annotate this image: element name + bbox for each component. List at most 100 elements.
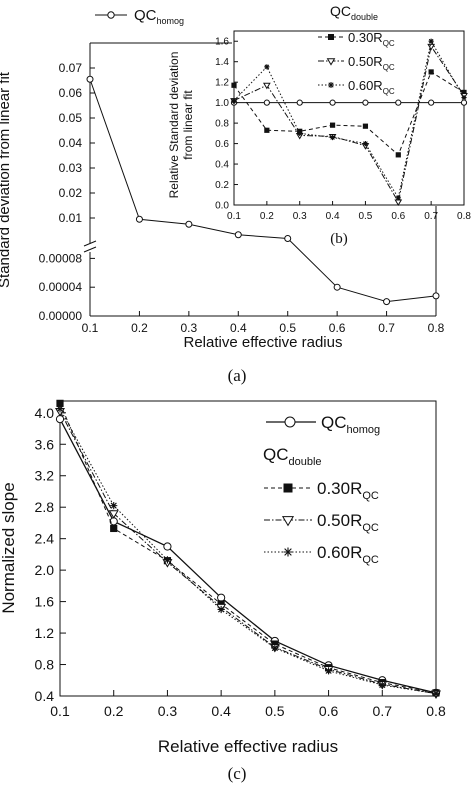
panel-a-legend: QChomog [95,7,184,26]
asterisk-shape [378,681,386,689]
y-tick-label: 3.2 [35,468,55,484]
legend-item: 0.50RQC [318,54,395,72]
data-point [461,89,467,96]
data-point [264,127,270,133]
y-tick-label: 0.06 [59,86,83,100]
data-point [395,195,401,201]
x-tick-label: 0.7 [424,211,438,222]
asterisk-shape [283,547,293,557]
series-line [89,79,437,303]
x-tick-label: 0.5 [265,703,285,719]
legend-item: 0.30RQC [318,30,395,48]
x-tick-label: 0.5 [358,211,372,222]
circle-shape [163,542,172,551]
circle-shape [432,292,440,300]
legend-item: 0.60RQC [264,543,379,566]
legend-label: 0.30RQC [317,479,379,502]
y-tick-label: 0.8 [35,657,55,673]
panel-a-x-label: Relative effective radius [184,334,343,351]
open-triangle-down-icon [326,58,336,66]
legend-label: 0.50RQC [317,511,379,534]
data-point [428,38,434,44]
data-point [185,220,193,228]
panel-b-frame [233,30,465,206]
y-tick-label: 0.6 [215,139,229,150]
asterisk-shape [56,405,64,413]
asterisk-shape [271,644,279,652]
legend-sub: QC [383,39,395,48]
data-point [324,667,333,675]
y-tick-label: 0.8 [215,119,229,130]
x-tick-label: 0.2 [131,321,148,335]
square-shape [283,483,293,493]
data-point [378,681,386,689]
data-point [432,292,440,300]
legend-sub: QC [383,87,395,96]
data-point [217,593,226,602]
panel-a-y-ticks-lower: 0.00000 0.00004 0.00008 [39,251,95,323]
triangle-shape [427,43,436,51]
panel-a-axis-break [83,240,97,253]
panel-c-series [54,399,442,699]
circle-shape [395,99,402,106]
y-tick-label: 0.0 [215,201,229,212]
y-tick-label: 0.01 [59,211,83,225]
asterisk-icon [283,547,293,557]
circle-shape [185,220,193,228]
legend-item: 0.30RQC [264,479,379,502]
y-tick-label: 0.07 [59,61,83,75]
square-shape [461,89,467,96]
y-tick-label: 0.00000 [39,309,83,323]
data-point [271,644,279,652]
panel-c-legend-homog: QChomog [266,413,380,436]
data-point [56,405,64,413]
x-tick-label: 0.7 [373,703,393,719]
asterisk-shape [297,130,303,136]
y-tick-label: 1.2 [215,78,229,89]
data-point [86,75,94,83]
circle-shape [217,593,226,602]
data-point [163,556,172,564]
y-tick-label: 4.0 [35,405,55,421]
y-tick-label: 1.6 [215,37,229,48]
data-point [296,99,303,106]
panel-a-series [86,75,440,306]
asterisk-shape [329,134,336,141]
data-point [264,64,270,70]
data-point [362,123,369,129]
y-tick-label: 3.6 [35,436,55,452]
asterisk-shape [217,605,225,614]
legend-sub: QC [362,554,379,566]
x-tick-label: 0.3 [181,321,198,335]
asterisk-shape [362,140,369,147]
panel-b-x-ticks: 0.1 0.2 0.3 0.4 0.5 0.6 0.7 0.8 [227,201,471,222]
panel-b-series [230,38,468,207]
panel-a-legend-label: QChomog [134,7,184,26]
y-tick-label: 1.4 [215,57,229,68]
legend-sub: QC [362,522,379,534]
legend-item: 0.60RQC [318,78,395,96]
legend-title: QC [263,445,289,464]
data-point [428,69,434,75]
x-tick-label: 0.1 [227,211,241,222]
x-tick-label: 0.1 [50,703,70,719]
asterisk-shape [428,38,434,44]
y-tick-label: 2.0 [35,562,55,578]
data-point [395,152,401,158]
legend-label: 0.60RQC [348,78,395,96]
x-tick-label: 0.4 [211,703,231,719]
x-tick-label: 0.3 [293,211,307,222]
panel-c-frame [59,400,437,697]
circle-shape [460,99,468,106]
circle-shape [86,75,94,83]
data-point [234,231,242,239]
circle-shape [383,298,391,306]
legend-name: 0.60R [348,78,383,93]
data-point [56,399,64,407]
asterisk-icon [328,82,334,88]
data-point [163,542,172,551]
y-tick-label: 0.2 [215,180,229,191]
circle-shape [362,99,369,106]
